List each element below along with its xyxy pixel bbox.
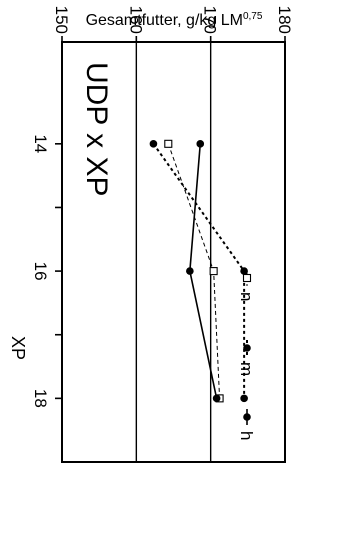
y-axis-label: Gesamtfutter, g/kg LM0,75 bbox=[86, 11, 263, 29]
legend-marker bbox=[243, 413, 251, 421]
y-axis-label-main: Gesamtfutter, g/kg LM bbox=[86, 12, 243, 29]
legend-label: m bbox=[237, 362, 256, 376]
y-tick-label: 150 bbox=[52, 6, 71, 34]
legend-label: n bbox=[237, 292, 256, 301]
data-point-h bbox=[186, 267, 194, 275]
y-axis-label-sub: 0,75 bbox=[243, 11, 263, 22]
plot-frame bbox=[61, 41, 286, 463]
data-point-m bbox=[240, 394, 248, 403]
series-n bbox=[164, 139, 224, 403]
chart-title: UDP x XP bbox=[80, 62, 113, 197]
series-h bbox=[186, 140, 221, 403]
data-point-h bbox=[196, 140, 205, 148]
legend-label: h bbox=[237, 431, 256, 440]
legend-item-h: h bbox=[237, 409, 256, 440]
series-m bbox=[149, 140, 248, 403]
y-tick-label: 170 bbox=[201, 6, 220, 34]
x-tick-label: 16 bbox=[31, 262, 50, 281]
data-point-h bbox=[212, 394, 221, 403]
x-tick-label: 18 bbox=[31, 389, 50, 408]
y-tick-label: 160 bbox=[126, 6, 145, 34]
legend-item-m: m bbox=[237, 340, 256, 376]
x-tick-label: 14 bbox=[31, 134, 50, 153]
legend-marker bbox=[242, 273, 252, 283]
data-point-n bbox=[164, 139, 173, 148]
y-tick-label: 180 bbox=[275, 6, 294, 34]
data-point-m bbox=[240, 267, 248, 275]
legend-item-n: n bbox=[237, 270, 256, 301]
data-point-n bbox=[209, 267, 218, 276]
legend-marker bbox=[243, 344, 251, 352]
x-axis-label: XP bbox=[8, 336, 28, 360]
data-point-m bbox=[149, 140, 158, 148]
series-line-m bbox=[152, 143, 246, 399]
